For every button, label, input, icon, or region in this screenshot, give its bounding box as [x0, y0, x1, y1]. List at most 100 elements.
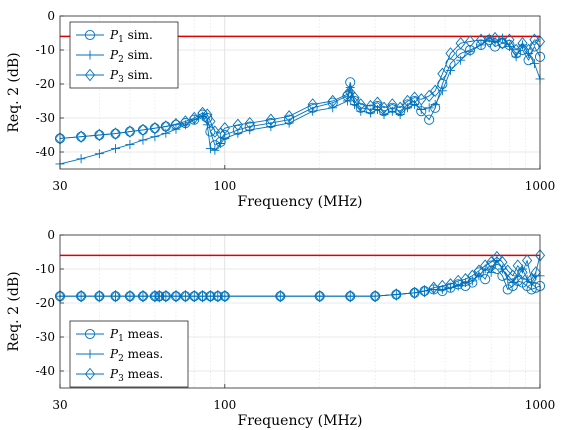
- data-point: [342, 96, 352, 106]
- series-3: [54, 31, 546, 145]
- data-point: [356, 106, 366, 116]
- data-point: [517, 36, 528, 50]
- y-tick-label: -20: [36, 296, 55, 310]
- data-point: [460, 272, 471, 286]
- data-point: [327, 94, 338, 108]
- legend: P1 meas. P2 meas. P3 meas.: [69, 320, 189, 388]
- data-point: [486, 267, 496, 277]
- data-point: [244, 116, 255, 130]
- data-point: [111, 144, 121, 154]
- data-point: [328, 103, 338, 113]
- legend-item: P2 sim.: [76, 48, 153, 65]
- y-tick-label: -10: [36, 43, 55, 57]
- data-point: [391, 288, 402, 301]
- data-point: [205, 289, 216, 303]
- series-line: [60, 255, 541, 297]
- data-point: [410, 99, 420, 109]
- data-point: [395, 101, 406, 115]
- x-tick-label: 1000: [525, 179, 556, 193]
- data-point: [430, 84, 441, 98]
- x-tick-label: 100: [213, 398, 236, 412]
- x-tick-label: 100: [213, 179, 236, 193]
- y-tick-label: 0: [47, 9, 55, 23]
- legend-label: P2 sim.: [109, 48, 153, 65]
- y-tick-label: -40: [36, 364, 55, 378]
- data-point: [464, 35, 476, 48]
- plot-frame: [59, 234, 541, 389]
- series-group: [54, 31, 546, 169]
- data-point: [424, 89, 435, 103]
- legend-item: P1 meas.: [76, 327, 163, 344]
- data-point: [523, 43, 534, 57]
- data-point: [387, 98, 398, 111]
- legend: P1 sim. P2 sim. P3 sim.: [69, 21, 179, 89]
- data-point: [437, 279, 448, 293]
- data-point: [205, 144, 215, 154]
- data-point: [416, 105, 426, 114]
- data-point: [508, 278, 518, 288]
- data-point: [161, 128, 171, 138]
- legend-marker: [84, 68, 96, 82]
- data-point: [366, 108, 376, 118]
- legend-item: P3 meas.: [76, 367, 163, 384]
- data-point: [455, 36, 466, 50]
- data-point: [430, 99, 440, 109]
- data-point: [314, 289, 325, 303]
- data-point: [219, 121, 230, 135]
- data-point: [210, 145, 220, 155]
- data-point: [349, 91, 360, 104]
- data-point: [419, 284, 430, 298]
- data-point: [342, 87, 353, 101]
- data-point: [307, 98, 318, 111]
- legend-marker: [85, 349, 95, 359]
- data-point: [365, 99, 376, 113]
- legend-marker: [85, 50, 95, 60]
- data-point: [189, 289, 200, 303]
- data-point: [502, 284, 513, 295]
- data-point: [379, 110, 389, 120]
- data-point: [284, 118, 294, 128]
- series-line: [59, 37, 541, 139]
- data-point: [76, 289, 87, 303]
- legend-label: P1 meas.: [109, 327, 163, 344]
- data-point: [180, 289, 191, 303]
- data-point: [416, 93, 427, 106]
- data-point: [475, 33, 487, 47]
- legend-item: P1 sim.: [76, 28, 153, 45]
- x-axis-label: Frequency (MHz): [237, 194, 362, 210]
- chart-top: 30 100 1000 0 -10 -20 -30 -40 Frequency (MHz) R…: [6, 9, 555, 210]
- data-point: [456, 55, 466, 65]
- legend-marker: [84, 328, 96, 340]
- data-point: [497, 36, 508, 50]
- data-point: [189, 111, 200, 125]
- data-point: [94, 289, 105, 303]
- data-point: [345, 289, 356, 303]
- data-point: [502, 264, 513, 277]
- data-point: [308, 106, 318, 116]
- data-point: [402, 94, 413, 108]
- data-point: [530, 266, 541, 279]
- data-point: [507, 269, 518, 283]
- legend-item: P2 meas.: [76, 347, 163, 364]
- data-point: [138, 135, 148, 145]
- data-point: [480, 274, 491, 285]
- legend-item: P3 sim.: [76, 68, 153, 85]
- chart-bottom: 30 100 1000 0 -10 -20 -30 -40 Frequency (MHz) R…: [6, 228, 555, 429]
- data-point: [124, 289, 136, 303]
- data-point: [504, 42, 514, 52]
- data-point: [232, 118, 243, 132]
- data-point: [124, 125, 136, 138]
- series-3: [54, 249, 546, 303]
- ticks: 30 100 1000 0 -10 -20 -30 -40: [36, 9, 556, 193]
- data-point: [205, 115, 216, 128]
- data-point: [387, 106, 397, 116]
- data-point: [212, 289, 223, 303]
- data-point: [372, 96, 383, 109]
- data-point: [137, 123, 149, 137]
- data-point: [529, 59, 539, 69]
- data-point: [275, 289, 286, 303]
- data-point: [512, 259, 523, 272]
- data-point: [504, 33, 515, 47]
- x-tick-label: 30: [52, 398, 67, 412]
- data-point: [94, 149, 104, 159]
